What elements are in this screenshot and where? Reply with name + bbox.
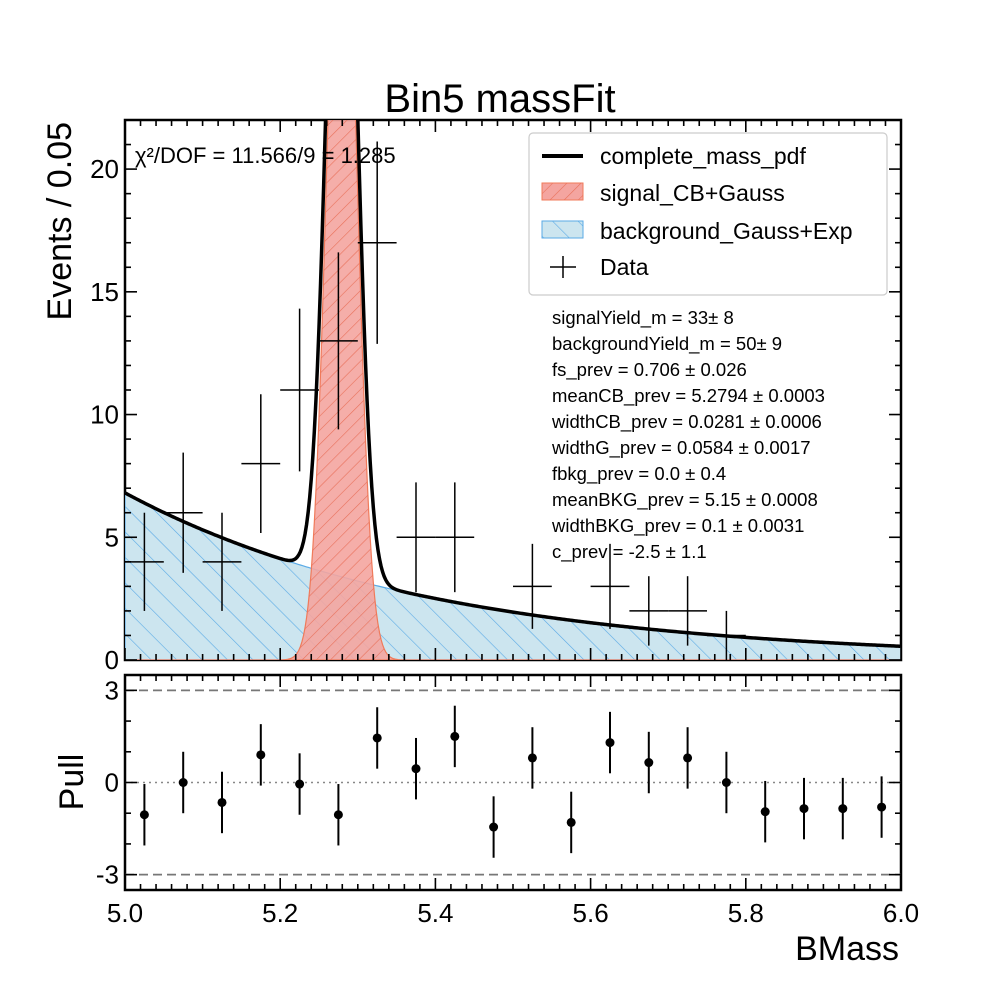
legend: complete_mass_pdf signal_CB+Gauss backgr… (528, 132, 888, 296)
fit-param-6: fbkg_prev = 0.0 ± 0.4 (552, 463, 726, 485)
y-tick-label: 0 (105, 645, 119, 675)
pull-y-tick-label: -3 (96, 860, 119, 890)
pull-marker (372, 733, 382, 743)
data-point (280, 308, 319, 472)
total-fit-line (125, 120, 901, 649)
legend-background-label: background_Gauss+Exp (600, 218, 853, 244)
data-point (163, 452, 203, 573)
pull-point (760, 780, 770, 843)
data-point (357, 141, 397, 344)
pull-point (566, 791, 576, 854)
fit-param-9: c_prev = -2.5 ± 1.1 (552, 541, 707, 563)
pull-marker (644, 758, 654, 768)
y-tick-label: 20 (90, 154, 119, 184)
y-tick-label: 5 (105, 522, 119, 552)
chi2-label: χ²/DOF = 11.566/9 = 1.285 (135, 143, 396, 168)
pull-marker (489, 822, 499, 832)
pull-marker (721, 778, 731, 787)
pull-marker (333, 810, 343, 820)
data-point (707, 610, 746, 660)
legend-signal-hatch (542, 183, 583, 200)
legend-signal-label: signal_CB+Gauss (600, 180, 785, 206)
pull-point (178, 751, 188, 814)
data-point (241, 394, 281, 534)
fit-param-3: meanCB_prev = 5.2794 ± 0.0003 (552, 385, 825, 407)
pull-plot-area: 5.0 5.2 5.4 5.6 5.8 6.0 -3 0 3 Pull BMass (53, 673, 919, 968)
fit-parameters: signalYield_m = 33± 8 backgroundYield_m … (551, 307, 825, 563)
fit-param-4: widthCB_prev = 0.0281 ± 0.0006 (551, 411, 822, 433)
pull-marker (139, 810, 149, 820)
data-point (396, 482, 436, 593)
y-tick-label: 15 (90, 277, 119, 307)
fit-param-2: fs_prev = 0.706 ± 0.026 (552, 359, 747, 381)
pull-marker (760, 807, 770, 817)
main-plot-area: 0 5 10 15 20 Events / 0.05 χ²/DOF = 11.566/9… (41, 118, 903, 675)
fit-param-1: backgroundYield_m = 50± 9 (552, 333, 782, 355)
pull-y-tick-label: 3 (105, 675, 119, 705)
chart-title: Bin5 massFit (384, 77, 615, 121)
pull-marker (217, 797, 227, 807)
data-point (668, 576, 707, 646)
pull-point (644, 731, 654, 794)
legend-background-hatch (542, 221, 583, 238)
data-point (513, 543, 552, 629)
legend-box (528, 132, 888, 296)
pull-y-tick-label: 0 (105, 768, 119, 798)
data-point (590, 543, 630, 629)
pull-point (605, 711, 615, 774)
pull-marker (450, 731, 460, 741)
pull-marker (256, 750, 266, 760)
fit-param-8: widthBKG_prev = 0.1 ± 0.0031 (551, 515, 804, 537)
data-point (319, 252, 358, 430)
x-tick-label: 6.0 (883, 898, 919, 928)
pull-point (372, 707, 382, 769)
pull-point (411, 737, 421, 800)
pull-point (527, 727, 537, 789)
pull-point (838, 777, 848, 840)
fit-param-7: meanBKG_prev = 5.15 ± 0.0008 (552, 489, 818, 511)
pull-marker (877, 802, 887, 812)
pull-point (721, 751, 731, 814)
pull-point (683, 727, 693, 789)
signal-hatch (125, 120, 901, 660)
data-point (125, 512, 164, 611)
pull-marker (605, 738, 615, 748)
y-tick-label: 10 (90, 400, 119, 430)
pull-marker (178, 778, 188, 787)
pull-plot-frame (123, 673, 903, 892)
fit-param-0: signalYield_m = 33± 8 (552, 307, 734, 329)
x-tick-label: 5.6 (573, 898, 609, 928)
pull-marker (411, 764, 421, 774)
x-axis-label: BMass (795, 930, 899, 968)
pull-point (256, 724, 266, 786)
pull-marker (799, 804, 809, 814)
y-axis-label: Events / 0.05 (41, 122, 79, 320)
pull-marker (566, 817, 576, 827)
data-point (629, 576, 669, 646)
pull-marker (295, 779, 305, 789)
pull-point (295, 753, 305, 815)
pull-point (217, 771, 227, 834)
pull-point (799, 777, 809, 840)
data-point (435, 482, 475, 593)
pull-marker (683, 753, 693, 763)
pull-marker (527, 753, 537, 763)
pull-axis-label: Pull (53, 754, 91, 811)
x-tick-label: 5.8 (728, 898, 764, 928)
data-point (202, 512, 242, 611)
fit-param-5: widthG_prev = 0.0584 ± 0.0017 (551, 437, 811, 459)
x-tick-label: 5.4 (417, 898, 453, 928)
pull-marker (838, 804, 848, 814)
pull-point (139, 784, 149, 846)
pull-point (450, 705, 460, 768)
legend-data-label: Data (600, 254, 649, 280)
pull-point (333, 784, 343, 846)
x-tick-label: 5.0 (107, 898, 143, 928)
pull-point (877, 776, 887, 838)
x-tick-label: 5.2 (262, 898, 298, 928)
pull-point (489, 796, 499, 858)
legend-total-label: complete_mass_pdf (600, 143, 806, 169)
